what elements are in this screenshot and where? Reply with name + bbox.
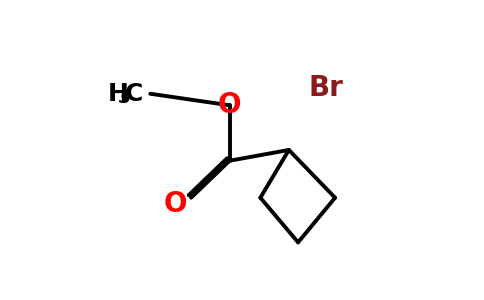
Text: O: O: [218, 91, 242, 119]
Text: O: O: [164, 190, 187, 218]
Text: 3: 3: [118, 88, 130, 106]
Text: H: H: [108, 82, 129, 106]
Text: Br: Br: [308, 74, 343, 102]
Text: C: C: [125, 82, 143, 106]
